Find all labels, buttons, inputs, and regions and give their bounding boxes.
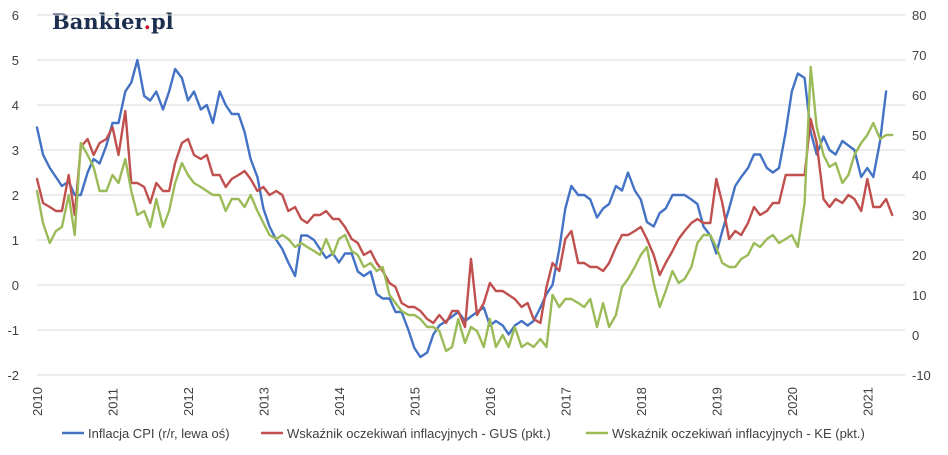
right-tick-label: 50 <box>912 128 926 143</box>
x-tick-label: 2012 <box>181 387 196 416</box>
left-tick-label: 0 <box>12 278 19 293</box>
left-tick-label: 6 <box>12 8 19 23</box>
x-tick-label: 2010 <box>30 387 45 416</box>
x-tick-label: 2020 <box>785 387 800 416</box>
left-tick-label: -1 <box>7 323 19 338</box>
right-tick-label: 30 <box>912 208 926 223</box>
right-tick-label: 60 <box>912 88 926 103</box>
series-lines <box>35 58 894 359</box>
left-tick-label: 3 <box>12 143 19 158</box>
series-line-3 <box>35 65 894 353</box>
logo-tld: pl <box>151 9 174 34</box>
x-tick-label: 2015 <box>407 387 422 416</box>
svg-text:Bankier.pl: Bankier.pl <box>52 9 174 34</box>
right-tick-label: 20 <box>912 248 926 263</box>
bankier-logo: Bankier.pl <box>52 9 174 34</box>
logo-dot: . <box>144 9 151 34</box>
right-tick-label: 70 <box>912 48 926 63</box>
x-tick-label: 2013 <box>256 387 271 416</box>
x-tick-label: 2016 <box>483 387 498 416</box>
legend-label: Wskaźnik oczekiwań inflacyjnych - KE (pk… <box>612 426 865 441</box>
x-axis: 2010 2011 2012 2013 2014 2015 2016 2017 2018 2019… <box>30 387 875 416</box>
x-tick-label: 2018 <box>634 387 649 416</box>
gridlines <box>37 14 905 376</box>
right-tick-label: 40 <box>912 168 926 183</box>
left-tick-label: 1 <box>12 233 19 248</box>
legend-label: Inflacja CPI (r/r, lewa oś) <box>88 426 230 441</box>
x-tick-label: 2019 <box>709 387 724 416</box>
x-tick-label: 2014 <box>332 387 347 416</box>
left-tick-label: 4 <box>12 98 19 113</box>
logo-text: Bankier <box>52 9 147 34</box>
left-tick-label: 2 <box>12 188 19 203</box>
right-tick-label: 80 <box>912 8 926 23</box>
left-tick-label: -2 <box>7 368 19 383</box>
right-tick-label: -10 <box>912 368 931 383</box>
right-tick-label: 0 <box>912 328 919 343</box>
legend-label: Wskaźnik oczekiwań inflacyjnych - GUS (p… <box>287 426 551 441</box>
right-tick-label: 10 <box>912 288 926 303</box>
right-axis: -10 0 10 20 30 40 50 60 70 80 <box>912 8 931 383</box>
x-tick-label: 2021 <box>860 387 875 416</box>
series-line-2 <box>35 109 894 329</box>
left-tick-label: 5 <box>12 53 19 68</box>
x-tick-label: 2011 <box>105 388 120 416</box>
left-axis: -2 -1 0 1 2 3 4 5 6 <box>7 8 19 383</box>
x-tick-label: 2017 <box>558 387 573 416</box>
legend: Inflacja CPI (r/r, lewa oś) Wskaźnik ocze… <box>62 426 865 441</box>
